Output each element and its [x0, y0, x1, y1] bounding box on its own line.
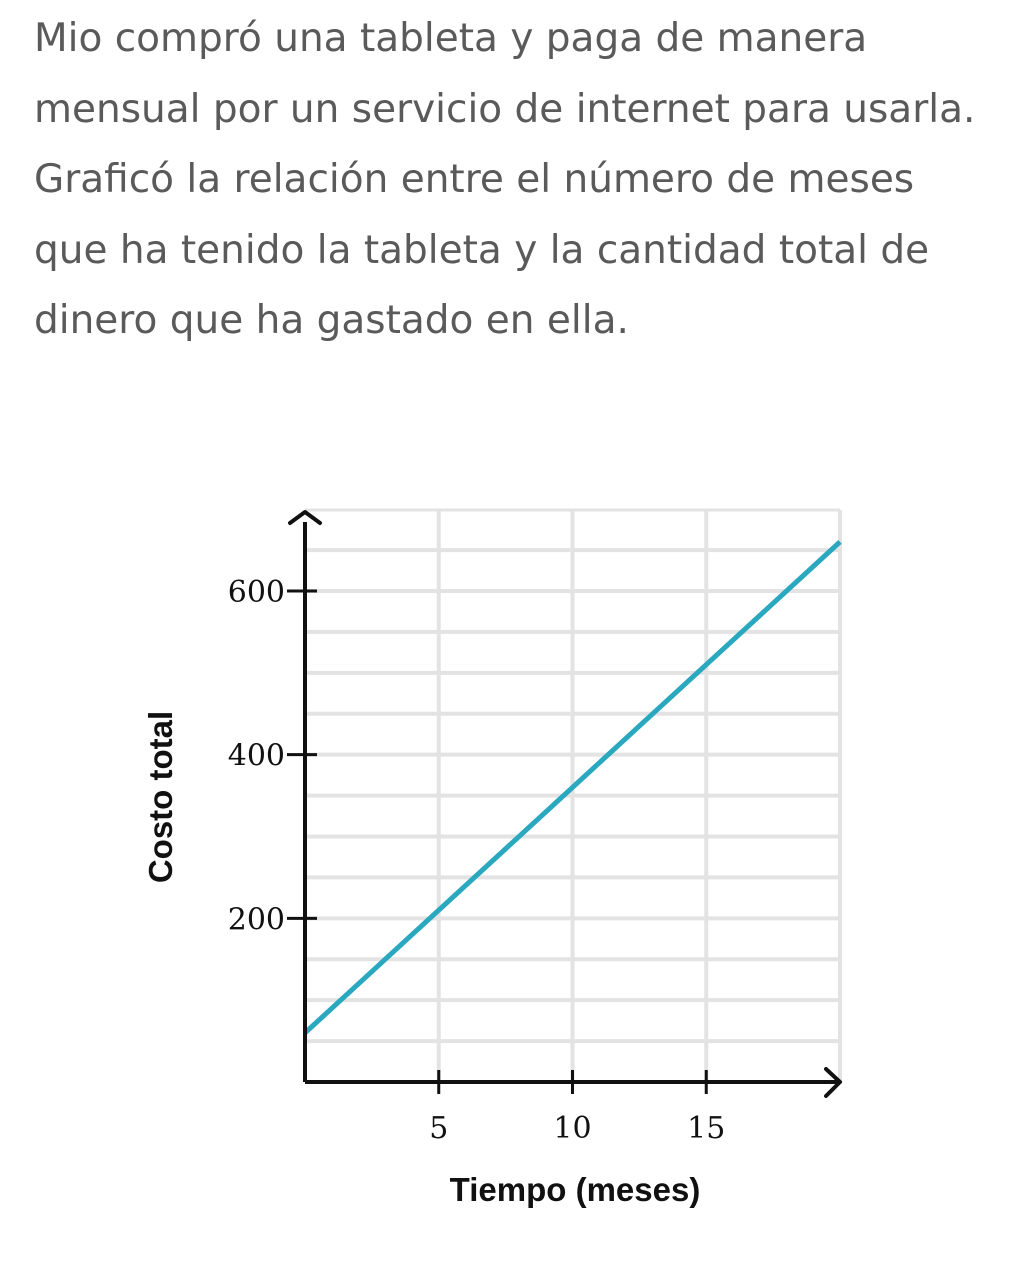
- y-tick-label: 600: [228, 575, 285, 610]
- y-axis-title: Costo total: [142, 711, 179, 883]
- x-tick-label: 5: [429, 1111, 448, 1146]
- x-tick-label: 10: [553, 1111, 591, 1146]
- y-tick-label: 200: [228, 902, 285, 937]
- series-line: [303, 540, 842, 1035]
- x-axis-arrow-icon: [824, 1067, 842, 1098]
- y-axis-arrow-icon: [288, 510, 322, 525]
- axes: [287, 510, 842, 1098]
- grid: [305, 508, 842, 1082]
- problem-text: Mio compró una tableta y paga de manera …: [34, 16, 976, 343]
- x-axis-title: Tiempo (meses): [450, 1171, 701, 1208]
- series-layer: [303, 540, 842, 1035]
- x-tick-label: 15: [687, 1111, 725, 1146]
- labels: Tiempo (meses) Costo total 5 10 15 200 400 60…: [142, 575, 725, 1208]
- y-tick-label: 400: [228, 739, 285, 774]
